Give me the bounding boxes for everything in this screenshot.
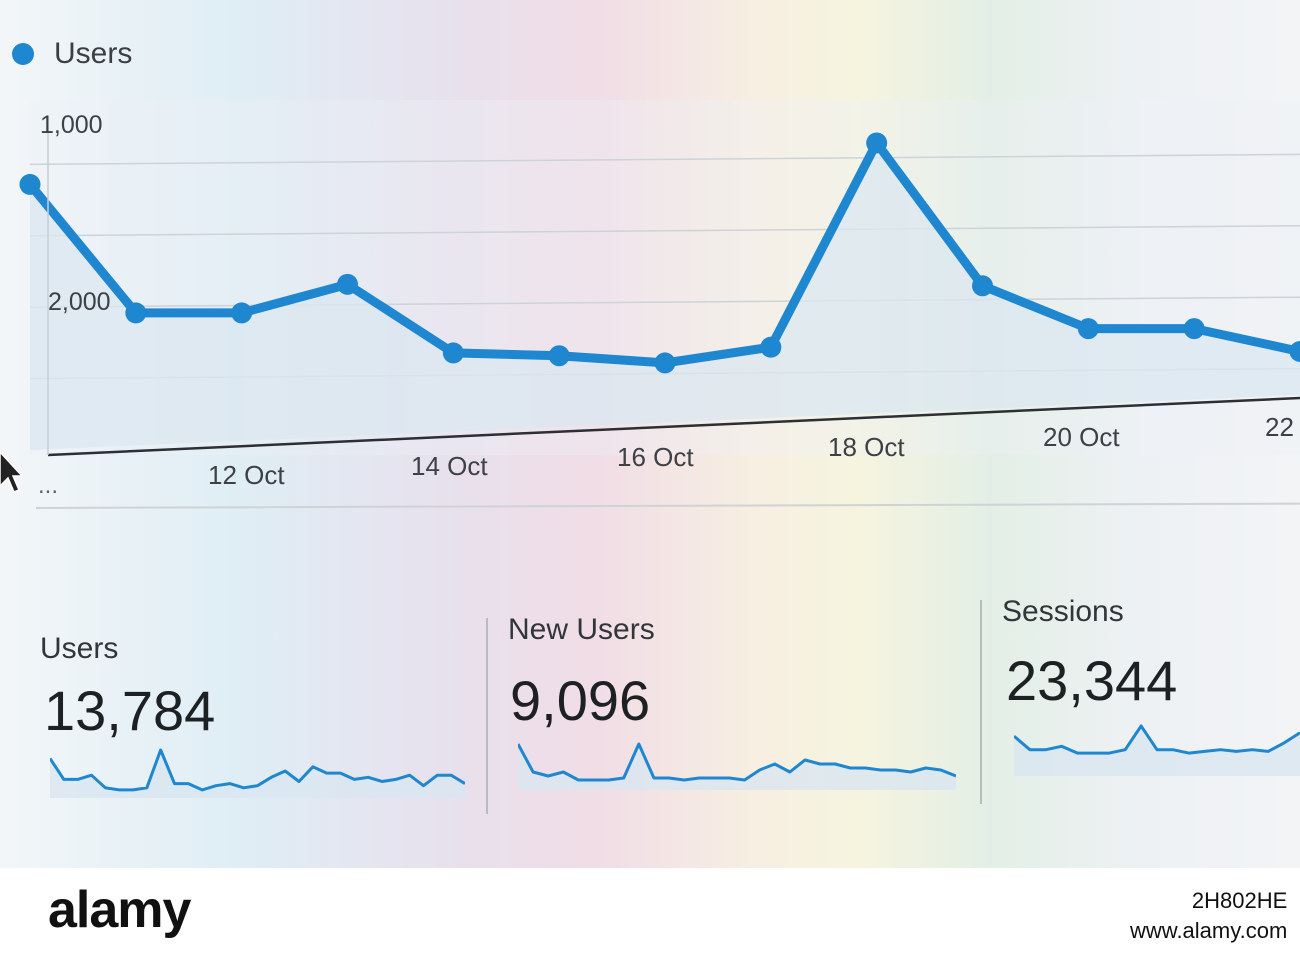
data-point [548,345,570,367]
users-line-chart: 1,000 2,000 12 Oct 14 Oct 16 Oct 18 Oct 20 Oct… [19,111,1300,490]
x-tick-label: 14 Oct [411,451,488,481]
mouse-cursor-icon [0,450,22,493]
chart-legend[interactable]: Users [12,34,132,74]
data-point [1183,318,1205,340]
y-tick-label: 2,000 [48,288,111,316]
area-fill [30,142,1300,451]
metric-label: Sessions [1002,595,1124,628]
legend-series-dot [12,43,34,65]
metric-sparkline [50,748,465,798]
watermark-image-id: 2H802HE [1191,888,1288,913]
metric-separator [486,618,488,814]
x-tick-label: 16 Oct [617,442,694,472]
data-point [1289,340,1300,362]
x-axis-line [47,396,1300,457]
watermark-logo: alamy [48,881,191,939]
metric-value: 23,344 [1006,649,1178,712]
x-tick-label: 20 Oct [1043,422,1120,452]
data-point [442,342,464,364]
x-tick-label: 22 [1265,412,1294,442]
metric-sparkline [1014,724,1300,776]
data-point [654,352,676,374]
data-point [231,302,253,324]
data-point [972,275,993,297]
analytics-screen: Users 1,000 2,000 12 Oct 14 Oct 16 Oct 18 Oct… [0,0,1300,868]
watermark-footer: alamy 2H802HE www.alamy.com [0,868,1300,956]
metric-label: Users [40,632,119,665]
data-point [760,336,782,358]
data-point [337,273,358,295]
grid-line [29,225,1300,237]
data-point [1077,318,1099,340]
data-point [19,173,41,195]
data-point [125,302,147,324]
sparkline-line [50,748,465,792]
x-tick-label: 12 Oct [208,460,285,490]
sparkline-area [518,744,956,790]
watermark-site: www.alamy.com [1130,918,1288,943]
y-tick-label: 1,000 [40,111,103,139]
x-tick-label: 18 Oct [828,432,905,462]
watermark-info: 2H802HE www.alamy.com [1130,886,1287,946]
metric-value: 13,784 [44,679,216,742]
metric-label: New Users [508,613,655,646]
metric-separator [980,600,982,804]
legend-label: Users [54,37,133,70]
sparkline-line [1014,724,1300,755]
metric-sparkline [518,742,956,790]
data-point [866,132,888,154]
sparkline-line [518,742,956,782]
grid-line [29,153,1300,166]
metric-value: 9,096 [510,669,651,732]
sparkline-area [50,750,465,798]
axis-ellipsis: ... [38,472,59,499]
